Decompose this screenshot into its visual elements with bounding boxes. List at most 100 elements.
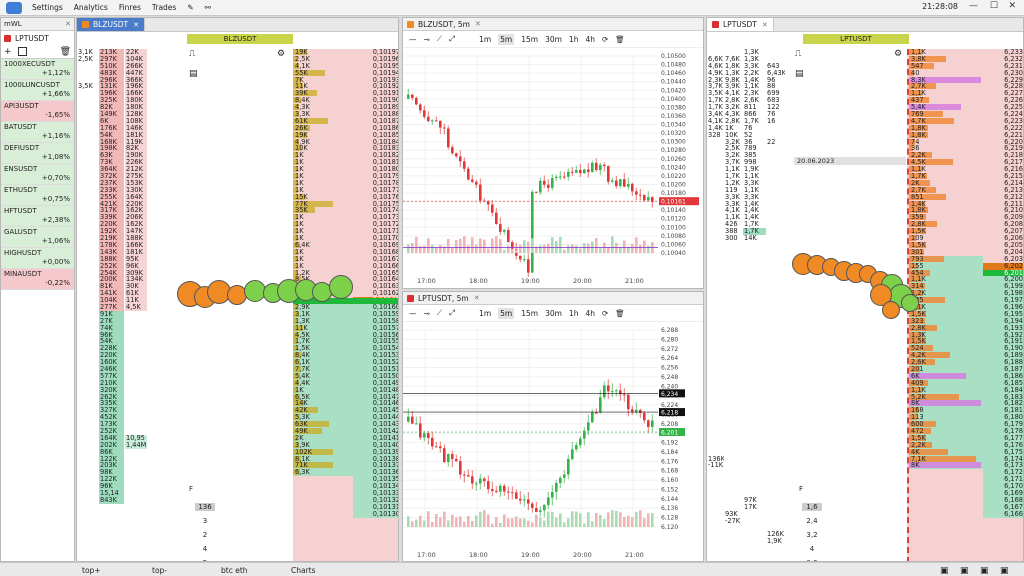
volume-row[interactable]: 1,3K [909,331,983,339]
price-row[interactable]: 0,10143 [353,421,398,428]
volume-row[interactable]: 39K [293,90,353,97]
volume-row[interactable]: 14K [293,400,353,408]
price-row[interactable]: 6,223 [1004,116,1023,125]
price-row[interactable]: 6,189 [983,352,1023,360]
volume-row[interactable]: 2,8K [909,221,983,228]
volume-row[interactable]: 409 [909,379,983,387]
price-row[interactable]: 0,10148 [353,386,398,394]
close-icon[interactable]: ✕ [65,20,71,28]
price-row[interactable]: 0,10133 [353,490,398,497]
watchlist-item[interactable]: MINAUSDT -0,22% [1,269,74,290]
price-row[interactable]: 6,226 [1004,96,1023,105]
volume-row[interactable]: 7K [293,76,353,84]
price-row[interactable]: 6,227 [1004,89,1023,98]
volume-row[interactable]: 1,1K [909,166,983,173]
price-row[interactable]: 0,10196 [372,54,399,63]
price-row[interactable]: 6,199 [983,283,1023,291]
price-row[interactable]: 0,10181 [372,158,399,167]
volume-row[interactable]: 769 [909,111,983,118]
bottom-tab-charts[interactable]: Charts [291,566,316,575]
volume-row[interactable]: 359 [909,214,983,221]
price-row[interactable]: 0,10190 [372,96,399,105]
volume-row[interactable]: 1,7K [909,173,983,180]
volume-row[interactable]: 42K [293,407,353,415]
volume-row[interactable]: 49K [293,428,353,435]
volume-row[interactable]: 1,1K [909,90,983,97]
price-row[interactable]: 0,10157 [353,324,398,332]
volume-row[interactable]: 36 [909,145,983,152]
volume-row[interactable]: 1K [293,235,353,242]
add-icon[interactable]: + [4,46,12,57]
price-row[interactable]: 0,10195 [372,61,399,70]
price-row[interactable]: 0,10173 [372,213,399,222]
filter-value[interactable]: 4 [202,545,208,553]
price-row[interactable]: 6,185 [983,379,1023,387]
watchlist-item[interactable]: ETHUSDT +0,75% [1,185,74,206]
volume-row[interactable]: 1,5K [909,434,983,442]
menu-settings[interactable]: Settings [32,3,63,12]
close-icon[interactable]: ✕ [761,20,768,29]
volume-row[interactable]: 1,5K [293,345,353,353]
price-row[interactable]: 0,10182 [372,151,399,160]
volume-row[interactable]: 74 [909,138,983,146]
price-row[interactable]: 6,183 [983,393,1023,401]
hline-tool-icon[interactable]: — [409,34,417,44]
watchlist-item[interactable]: GALUSDT +1,06% [1,227,74,248]
gear-icon[interactable]: ⚙ [277,49,286,59]
price-row[interactable]: 6,206 [1004,234,1023,243]
volume-row[interactable]: 4,2K [909,352,983,360]
volume-row[interactable]: 6,1K [293,359,353,366]
price-row[interactable]: 0,10150 [353,372,398,380]
price-row[interactable]: 0,10136 [353,469,398,477]
price-row[interactable]: 0,10194 [372,68,399,77]
price-row[interactable]: 0,10151 [353,366,398,373]
volume-row[interactable]: 5,2K [909,393,983,401]
watchlist-item[interactable]: HFTUSDT +2,38% [1,206,74,227]
price-row[interactable]: 6,205 [1004,240,1023,249]
price-row[interactable]: 6,182 [983,400,1023,408]
price-row[interactable]: 0,10159 [353,310,398,318]
price-row[interactable]: 6,202 [983,262,1023,270]
price-row[interactable]: 0,10166 [372,261,399,270]
price-row[interactable]: 6,167 [983,503,1023,511]
price-row[interactable]: 6,194 [983,317,1023,325]
price-row[interactable]: 6,233 [1004,49,1023,56]
price-row[interactable]: 6,218 [1004,151,1023,160]
volume-row[interactable]: 6,4K [293,242,353,249]
price-row[interactable]: 0,10137 [353,462,398,470]
volume-row[interactable]: 1K [293,248,353,256]
volume-row[interactable]: 3,8K [909,55,983,63]
volume-row[interactable]: 1K [293,159,353,166]
filter-value[interactable]: 2,4 [806,517,818,525]
price-row[interactable]: 0,10179 [372,172,399,181]
volume-row[interactable]: 10K [293,145,353,152]
volume-row[interactable]: 2,5K [293,55,353,63]
price-row[interactable]: 0,10168 [372,247,399,256]
price-row[interactable]: 0,10147 [353,393,398,401]
volume-row[interactable]: 35K [293,207,353,214]
volume-row[interactable]: 8,4K [293,352,353,360]
ray-tool-icon[interactable]: ⊸ [423,308,430,318]
volume-row[interactable]: 19K [293,131,353,139]
minimize-icon[interactable]: — [969,1,978,11]
ray-tool-icon[interactable]: ⊸ [423,34,430,44]
filter-select[interactable]: F [189,485,194,493]
segment-tool-icon[interactable]: ⤢ [449,34,456,43]
price-row[interactable]: 0,10163 [372,282,399,291]
price-row[interactable]: 6,209 [1004,213,1023,222]
volume-row[interactable]: 1,8K [909,131,983,139]
tf-1m[interactable]: 1m [479,308,492,318]
filter-value[interactable]: 5 [195,559,215,561]
price-row[interactable]: 0,10185 [372,130,399,139]
price-row[interactable]: 6,169 [983,490,1023,497]
price-row[interactable]: 6,229 [1004,75,1023,84]
trash-icon[interactable]: 🗑 [615,308,625,318]
price-row[interactable]: 6,190 [983,345,1023,353]
price-row[interactable]: 6,211 [1004,199,1023,208]
price-row[interactable]: 0,10188 [372,110,399,119]
volume-row[interactable]: 851 [909,193,983,201]
volume-row[interactable]: 102K [293,448,353,456]
filter-value[interactable]: 4 [809,545,815,553]
tf-30m[interactable]: 30m [545,34,562,44]
